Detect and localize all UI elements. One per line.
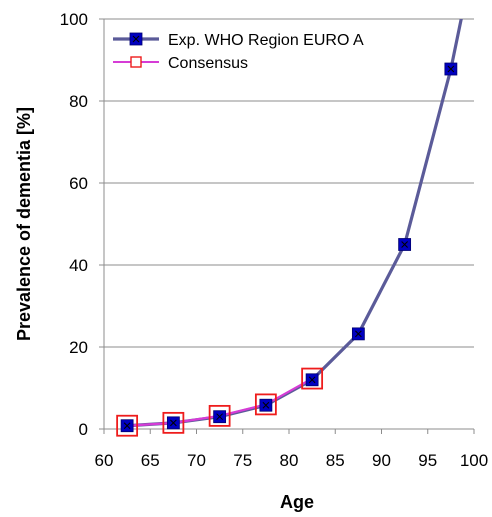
y-tick-label-100: 100 [60,10,88,29]
y-tick-label-40: 40 [69,256,88,275]
series-group [116,19,463,437]
legend-label-who: Exp. WHO Region EURO A [168,32,364,49]
x-tick-label-80: 80 [280,451,299,470]
consensus-point-1 [162,411,185,434]
legend-label-consensus: Consensus [168,55,248,72]
x-tick-label-65: 65 [141,451,160,470]
who-point-cross-1 [170,419,177,427]
legend-marker-who-cross [132,35,140,43]
who-point-cross-7 [447,65,455,73]
tick-labels: 0 20 40 60 80 100 60 65 70 75 80 85 90 95 100 [60,10,489,470]
legend-marker-consensus [130,56,142,68]
series-line-who [127,19,463,428]
who-point-cross-4 [308,376,316,384]
x-tick-label-60: 60 [95,451,114,470]
who-point-cross-3 [262,401,270,409]
x-tick-label-95: 95 [418,451,437,470]
x-tick-label-90: 90 [372,451,391,470]
consensus-point-3 [254,393,277,416]
x-axis-title: Age [280,492,314,512]
who-point-cross-2 [216,413,223,421]
x-tick-label-75: 75 [233,451,252,470]
y-tick-label-60: 60 [69,174,88,193]
x-tick-label-70: 70 [187,451,206,470]
legend: Exp. WHO Region EURO A Consensus [113,32,364,72]
who-point-cross-6 [401,241,408,248]
x-tick-label-85: 85 [326,451,345,470]
y-axis-title: Prevalence of dementia [%] [14,107,34,341]
consensus-point-0 [116,414,139,437]
x-tick-label-100: 100 [460,451,488,470]
y-tick-label-0: 0 [79,420,88,439]
axes [99,18,475,434]
consensus-point-2 [208,404,231,427]
y-tick-label-80: 80 [69,92,88,111]
gridlines [104,18,474,348]
who-point-cross-0 [123,422,131,430]
consensus-point-4 [301,367,324,390]
y-tick-label-20: 20 [69,338,88,357]
who-point-cross-5 [355,330,362,338]
